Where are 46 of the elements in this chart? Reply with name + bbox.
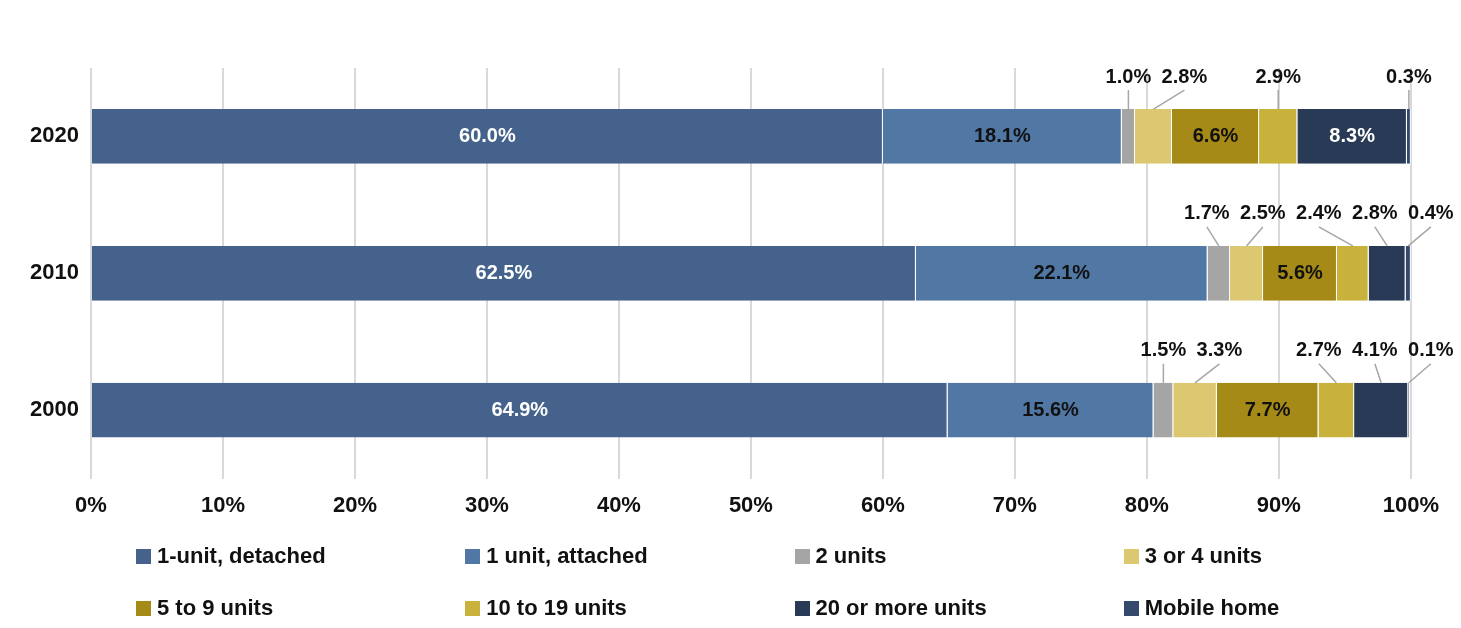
data-label: 7.7% xyxy=(1244,397,1291,420)
data-label: 1.7% xyxy=(1184,201,1230,224)
legend-label: 1-unit, detached xyxy=(157,543,326,569)
data-label: 22.1% xyxy=(1033,260,1091,283)
data-label: 60.0% xyxy=(459,123,516,146)
data-label: 0.3% xyxy=(1386,64,1432,87)
legend-label: 5 to 9 units xyxy=(157,595,274,621)
data-label: 5.6% xyxy=(1277,260,1323,283)
data-label: 18.1% xyxy=(973,123,1031,146)
x-tick-label: 80% xyxy=(1124,491,1169,517)
y-tick-label: 2000 xyxy=(29,396,79,422)
x-tick-label: 10% xyxy=(200,491,245,517)
data-label: 0.1% xyxy=(1408,338,1454,361)
data-label: 3.3% xyxy=(1196,338,1243,361)
legend-label: 2 units xyxy=(815,543,887,569)
data-label: 6.6% xyxy=(1192,123,1239,146)
x-tick-label: 90% xyxy=(1256,491,1301,517)
data-label: 1.0% xyxy=(1105,64,1152,87)
legend-label: Mobile home xyxy=(1144,595,1280,621)
legend-label: 1 unit, attached xyxy=(486,543,648,569)
x-tick-label: 30% xyxy=(464,491,509,517)
x-tick-label: 50% xyxy=(728,491,773,517)
data-label: 15.6% xyxy=(1022,397,1080,420)
data-label: 2.7% xyxy=(1296,338,1342,361)
data-label: 62.5% xyxy=(475,260,533,283)
data-label: 2.4% xyxy=(1296,201,1342,224)
x-tick-label: 100% xyxy=(1382,491,1440,517)
data-label: 4.1% xyxy=(1352,338,1398,361)
data-label: 0.4% xyxy=(1408,201,1454,224)
y-tick-label: 2020 xyxy=(29,122,79,148)
data-label: 2.5% xyxy=(1240,201,1286,224)
x-tick-label: 0% xyxy=(75,491,107,517)
x-tick-label: 40% xyxy=(596,491,641,517)
y-tick-label: 2010 xyxy=(29,259,79,285)
data-label: 2.8% xyxy=(1161,64,1208,87)
data-label: 64.9% xyxy=(491,397,549,420)
data-label: 1.5% xyxy=(1140,338,1187,361)
x-tick-label: 20% xyxy=(332,491,377,517)
legend-label: 3 or 4 units xyxy=(1144,543,1263,569)
x-tick-label: 70% xyxy=(992,491,1037,517)
legend-label: 20 or more units xyxy=(815,595,987,621)
data-label: 8.3% xyxy=(1329,123,1376,146)
data-label: 2.8% xyxy=(1352,201,1398,224)
x-tick-label: 60% xyxy=(860,491,905,517)
data-label: 2.9% xyxy=(1255,64,1302,87)
legend-label: 10 to 19 units xyxy=(486,595,627,621)
